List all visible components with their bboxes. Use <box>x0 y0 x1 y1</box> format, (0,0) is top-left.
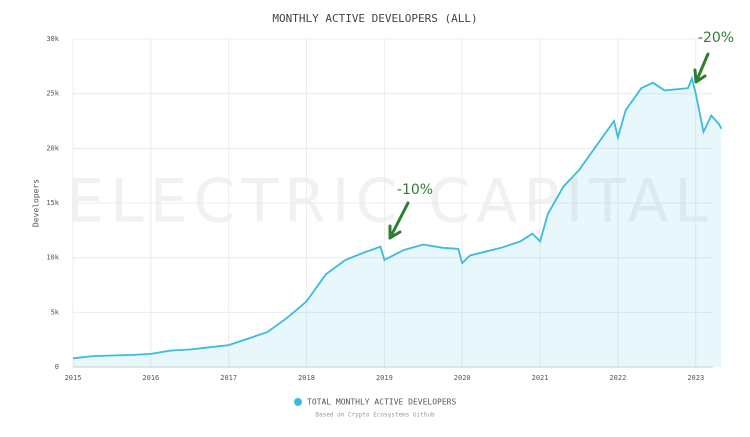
y-tick-label: 25k <box>46 90 59 98</box>
annotation: -20% <box>698 30 734 46</box>
area <box>73 78 722 368</box>
plot-area: 0 5k 10k 15k 20k 25k 30k 2015 2016 2017 2018 2019 20… <box>46 35 723 382</box>
x-tick-label: 2017 <box>220 374 237 382</box>
chart-title: MONTHLY ACTIVE DEVELOPERS (ALL) <box>272 12 477 25</box>
watermark: ELECTRIC CAPITAL <box>66 167 713 237</box>
y-tick-label: 30k <box>46 35 59 43</box>
y-tick-label: 15k <box>46 199 59 207</box>
y-tick-label: 20k <box>46 144 59 152</box>
x-tick-label: 2018 <box>298 374 315 382</box>
arrow <box>388 201 410 240</box>
y-tick-label: 5k <box>51 308 60 316</box>
note: Based on Crypto Ecosystems Github <box>315 412 435 419</box>
y-axis-label: Developers <box>32 179 41 227</box>
x-tick-label: 2022 <box>609 374 626 382</box>
x-tick-label: 2023 <box>687 374 704 382</box>
legend-label: TOTAL MONTHLY ACTIVE DEVELOPERS <box>307 398 456 407</box>
y-tick-label: 0 <box>55 363 59 371</box>
x-tick-label: 2015 <box>65 374 82 382</box>
y-tick-label: 10k <box>46 254 59 262</box>
line <box>72 75 723 360</box>
legend-marker <box>294 398 302 406</box>
x-tick-label: 2021 <box>532 374 549 382</box>
x-tick-label: 2020 <box>454 374 471 382</box>
annotation: -10% <box>397 182 433 198</box>
x-tick-label: 2019 <box>376 374 393 382</box>
arrow <box>693 52 710 84</box>
x-tick-label: 2016 <box>142 374 159 382</box>
